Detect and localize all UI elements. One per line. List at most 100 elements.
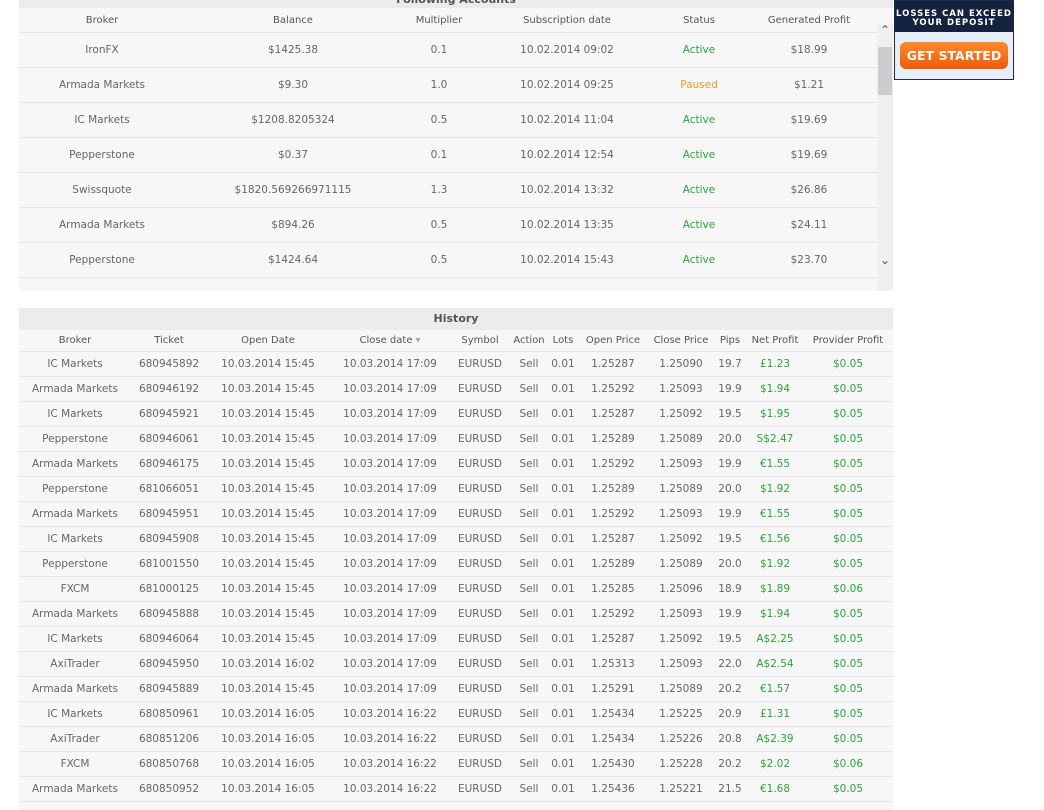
cell-ticket: 681066051 <box>138 483 200 495</box>
column-header-close-date[interactable]: Close date ▾ <box>329 330 451 351</box>
cell-lots: 0.01 <box>551 383 575 395</box>
table-row[interactable]: FXCM 681000125 10.03.2014 15:45 10.03.2014 … <box>19 577 893 602</box>
cell-open-price: 1.25291 <box>591 683 635 695</box>
table-row[interactable]: AxiTrader 680945950 10.03.2014 16:02 10.03.… <box>19 652 893 677</box>
table-row[interactable]: IC Markets 680945908 10.03.2014 15:45 10.03… <box>19 527 893 552</box>
cell-net-profit: A$2.25 <box>756 633 794 645</box>
table-row[interactable]: Pepperstone $1424.64 0.5 10.02.2014 15:43 Ac… <box>19 243 877 278</box>
cell-open-date: 10.03.2014 15:45 <box>221 683 315 695</box>
column-header-provider-profit[interactable]: Provider Profit <box>803 330 893 351</box>
cell-lots: 0.01 <box>551 758 575 770</box>
status-badge: Active <box>682 44 716 56</box>
cell-symbol: EURUSD <box>457 483 503 495</box>
table-row[interactable]: IronFX $1425.38 0.1 10.02.2014 09:02 Active $… <box>19 33 877 68</box>
cell-lots: 0.01 <box>551 358 575 370</box>
get-started-button[interactable]: GET STARTED <box>900 42 1008 69</box>
sort-descending-icon[interactable]: ▾ <box>415 335 421 346</box>
table-header: Broker Ticket Open Date Close date ▾ Symbol Ac… <box>19 330 893 352</box>
table-row[interactable]: AxiTrader 680851206 10.03.2014 16:05 10.03.… <box>19 727 893 752</box>
column-header-label: Net Profit <box>751 335 799 346</box>
cell-balance: $1820.569266971115 <box>234 184 352 196</box>
cell-broker: AxiTrader <box>50 658 100 670</box>
column-header-subscription-date[interactable]: Subscription date <box>523 15 611 26</box>
table-row[interactable]: FXCM 680850768 10.03.2014 16:05 10.03.2014 … <box>19 752 893 777</box>
cell-balance: $0.37 <box>277 149 309 161</box>
column-header-balance[interactable]: Balance <box>273 15 313 26</box>
cell-action: Sell <box>519 383 539 395</box>
column-header-label: Provider Profit <box>812 335 884 346</box>
column-header-lots[interactable]: Lots <box>549 330 577 351</box>
cell-open-date: 10.03.2014 16:05 <box>221 758 315 770</box>
cell-open-price: 1.25289 <box>591 483 635 495</box>
cell-symbol: EURUSD <box>457 358 503 370</box>
column-header-pips[interactable]: Pips <box>713 330 747 351</box>
cell-symbol: EURUSD <box>457 633 503 645</box>
column-header-status[interactable]: Status <box>683 15 715 26</box>
cell-multiplier: 0.5 <box>430 219 448 231</box>
table-row[interactable]: IC Markets $1208.8205324 0.5 10.02.2014 11:… <box>19 103 877 138</box>
table-row[interactable]: Armada Markets $9.30 1.0 10.02.2014 09:25 Pa… <box>19 68 877 103</box>
table-row[interactable]: Pepperstone 681001550 10.03.2014 15:45 10.0… <box>19 552 893 577</box>
cell-action: Sell <box>519 783 539 795</box>
cell-action: Sell <box>519 708 539 720</box>
cell-open-price: 1.25289 <box>591 558 635 570</box>
cell-broker: IC Markets <box>47 533 103 545</box>
table-row[interactable]: Armada Markets 680945889 10.03.2014 15:45 1… <box>19 677 893 702</box>
cell-lots: 0.01 <box>551 533 575 545</box>
cell-open-date: 10.03.2014 15:45 <box>221 458 315 470</box>
scrollbar-thumb[interactable] <box>878 47 892 95</box>
cell-broker: Armada Markets <box>59 79 145 91</box>
table-row[interactable]: Pepperstone 681066051 10.03.2014 15:45 10.0… <box>19 477 893 502</box>
cell-action: Sell <box>519 408 539 420</box>
table-row[interactable]: Pepperstone 680946061 10.03.2014 15:45 10.0… <box>19 427 893 452</box>
column-header-open-price[interactable]: Open Price <box>577 330 649 351</box>
cell-open-price: 1.25287 <box>591 533 635 545</box>
table-row[interactable]: IC Markets 680850961 10.03.2014 16:05 10.03… <box>19 702 893 727</box>
cell-open-price: 1.25292 <box>591 458 635 470</box>
column-header-generated-profit[interactable]: Generated Profit <box>767 15 851 26</box>
cell-close-date: 10.03.2014 17:09 <box>343 533 437 545</box>
table-row[interactable]: Pepperstone $0.37 0.1 10.02.2014 12:54 Activ… <box>19 138 877 173</box>
table-row[interactable]: Armada Markets 680946175 10.03.2014 15:45 1… <box>19 452 893 477</box>
cell-net-profit: $1.95 <box>759 408 791 420</box>
cell-net-profit: £1.31 <box>759 708 791 720</box>
cell-multiplier: 0.1 <box>430 44 448 56</box>
table-row[interactable]: Swissquote $1820.569266971115 1.3 10.02.201… <box>19 173 877 208</box>
column-header-net-profit[interactable]: Net Profit <box>747 330 803 351</box>
status-badge: Active <box>682 219 716 231</box>
scrollbar[interactable]: ⌃ ⌄ <box>877 23 893 291</box>
following-accounts-title: Following Accounts <box>19 0 893 8</box>
table-row[interactable]: Armada Markets 680850952 10.03.2014 16:05 1… <box>19 777 893 802</box>
table-row[interactable]: IC Markets 680945921 10.03.2014 15:45 10.03… <box>19 402 893 427</box>
cell-close-price: 1.25089 <box>659 558 703 570</box>
cell-broker: AxiTrader <box>50 733 100 745</box>
status-badge: Active <box>682 114 716 126</box>
column-header-action[interactable]: Action <box>509 330 549 351</box>
table-row[interactable]: Armada Markets 680945951 10.03.2014 15:45 1… <box>19 502 893 527</box>
cell-symbol: EURUSD <box>457 583 503 595</box>
cell-close-price: 1.25089 <box>659 433 703 445</box>
column-header-close-price[interactable]: Close Price <box>649 330 713 351</box>
cell-balance: $1208.8205324 <box>251 114 335 126</box>
cell-lots: 0.01 <box>551 708 575 720</box>
table-row[interactable]: Armada Markets 680946192 10.03.2014 15:45 1… <box>19 377 893 402</box>
cell-generated-profit: $23.70 <box>790 254 828 266</box>
cell-broker: Armada Markets <box>32 608 118 620</box>
column-header-broker[interactable]: Broker <box>85 15 119 26</box>
table-row[interactable]: IC Markets 680946064 10.03.2014 15:45 10.03… <box>19 627 893 652</box>
table-row[interactable]: Armada Markets $894.26 0.5 10.02.2014 13:35… <box>19 208 877 243</box>
cell-broker: FXCM <box>60 758 90 770</box>
column-header-open-date[interactable]: Open Date <box>207 330 329 351</box>
column-header-broker[interactable]: Broker <box>19 330 131 351</box>
cell-net-profit: £1.23 <box>759 358 791 370</box>
column-header-ticket[interactable]: Ticket <box>131 330 207 351</box>
chevron-down-icon[interactable]: ⌄ <box>879 253 891 267</box>
column-header-multiplier[interactable]: Multiplier <box>415 15 463 26</box>
chevron-up-icon[interactable]: ⌃ <box>879 23 891 37</box>
table-row[interactable]: Armada Markets 680945888 10.03.2014 15:45 1… <box>19 602 893 627</box>
table-row[interactable]: IC Markets 680945892 10.03.2014 15:45 10.03… <box>19 352 893 377</box>
cell-symbol: EURUSD <box>457 783 503 795</box>
column-header-symbol[interactable]: Symbol <box>451 330 509 351</box>
status-badge: Paused <box>680 79 718 91</box>
ad-banner[interactable]: LOSSES CAN EXCEED YOUR DEPOSIT GET START… <box>894 0 1014 80</box>
